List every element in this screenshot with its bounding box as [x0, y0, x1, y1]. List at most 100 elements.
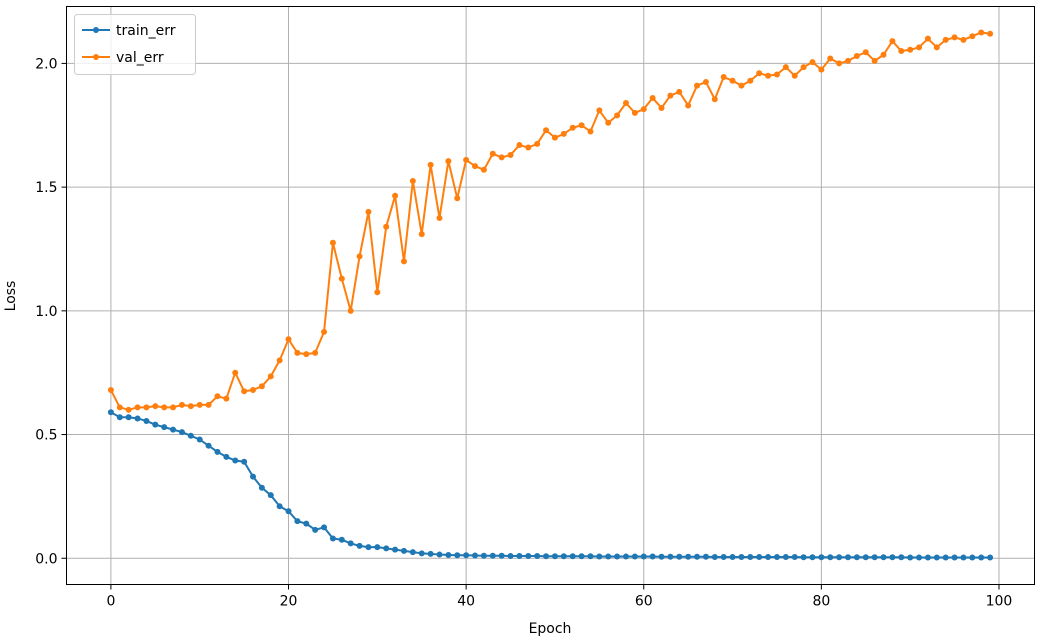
val-err-point — [694, 82, 701, 89]
train-err-point — [276, 503, 283, 510]
val-err-point — [791, 72, 798, 79]
val-err-point — [853, 52, 860, 59]
val-err-point — [738, 82, 745, 89]
train-err-point — [676, 553, 683, 560]
val-err-point — [765, 72, 772, 79]
val-err-point — [880, 51, 887, 58]
val-err-point — [862, 49, 869, 56]
val-err-point — [800, 64, 807, 71]
train-err-point — [321, 524, 328, 531]
train-err-point — [294, 518, 301, 525]
train-err-point — [196, 436, 203, 443]
val-err-point — [321, 328, 328, 335]
y-tick-label: 1.5 — [35, 180, 57, 196]
train-err-point — [134, 415, 141, 422]
train-err-point — [152, 421, 159, 428]
train-err-point — [649, 553, 656, 560]
train-err-point — [738, 554, 745, 561]
train-err-point — [489, 552, 496, 559]
train-err-point — [267, 492, 274, 499]
train-err-point — [658, 553, 665, 560]
train-err-point — [729, 554, 736, 561]
train-err-point — [631, 553, 638, 560]
train-err-point — [898, 554, 905, 561]
train-err-point — [916, 554, 923, 561]
val-err-point — [658, 104, 665, 111]
train-err-point — [889, 554, 896, 561]
train-err-point — [187, 432, 194, 439]
train-err-point — [143, 417, 150, 424]
val-err-point — [614, 112, 621, 119]
train-err-point — [924, 554, 931, 561]
train-err-point — [116, 414, 123, 421]
y-axis: 0.0 0.5 1.0 1.5 2.0 — [35, 56, 67, 567]
train-err-point — [720, 554, 727, 561]
series-layer — [107, 29, 994, 561]
val-err-point — [827, 55, 834, 62]
val-err-point — [223, 395, 230, 402]
train-err-point — [978, 554, 985, 561]
train-err-series — [107, 409, 994, 561]
val-err-point — [676, 88, 683, 95]
train-err-point — [454, 552, 461, 559]
train-err-point — [880, 554, 887, 561]
val-err-series — [107, 29, 994, 413]
x-tick-label: 80 — [812, 594, 830, 610]
x-axis: 0 20 40 60 80 100 — [106, 584, 1012, 610]
train-err-point — [818, 554, 825, 561]
val-err-point — [418, 231, 425, 238]
train-err-point — [694, 553, 701, 560]
val-err-point — [534, 140, 541, 147]
train-err-point — [507, 553, 514, 560]
val-err-point — [480, 166, 487, 173]
train-err-line — [110, 411, 991, 559]
val-err-point — [907, 46, 914, 53]
train-err-point — [463, 552, 470, 559]
train-err-point — [543, 553, 550, 560]
train-err-point — [791, 554, 798, 561]
train-err-point — [640, 553, 647, 560]
val-err-point — [187, 403, 194, 410]
val-err-point — [516, 142, 523, 149]
val-err-point — [178, 401, 185, 408]
train-err-point — [933, 554, 940, 561]
val-err-line — [110, 31, 991, 411]
val-err-point — [134, 404, 141, 411]
val-err-point — [356, 253, 363, 260]
legend-val-marker — [93, 54, 99, 60]
train-err-point — [836, 554, 843, 561]
val-err-point — [427, 161, 434, 168]
val-err-point — [587, 128, 594, 135]
val-err-point — [472, 163, 479, 170]
val-err-point — [249, 387, 256, 394]
legend-train-label: train_err — [116, 23, 176, 39]
val-err-point — [489, 150, 496, 157]
val-err-point — [525, 144, 532, 151]
val-err-point — [241, 388, 248, 395]
train-err-point — [578, 553, 585, 560]
train-err-point — [747, 554, 754, 561]
train-err-point — [214, 448, 221, 455]
val-err-point — [463, 156, 470, 163]
val-err-point — [924, 35, 931, 42]
train-err-point — [960, 554, 967, 561]
train-err-point — [605, 553, 612, 560]
train-err-point — [525, 553, 532, 560]
val-err-point — [400, 258, 407, 265]
train-err-point — [329, 535, 336, 542]
legend-val-label: val_err — [116, 50, 164, 66]
val-err-point — [285, 336, 292, 343]
val-err-point — [329, 239, 336, 246]
train-err-point — [178, 429, 185, 436]
val-err-point — [170, 404, 177, 411]
val-err-point — [942, 36, 949, 43]
x-axis-label: Epoch — [529, 621, 572, 637]
train-err-point — [809, 554, 816, 561]
val-err-point — [143, 404, 150, 411]
val-err-point — [152, 403, 159, 410]
val-err-point — [383, 223, 390, 230]
val-err-point — [116, 404, 123, 411]
val-err-point — [747, 77, 754, 84]
train-err-point — [622, 553, 629, 560]
